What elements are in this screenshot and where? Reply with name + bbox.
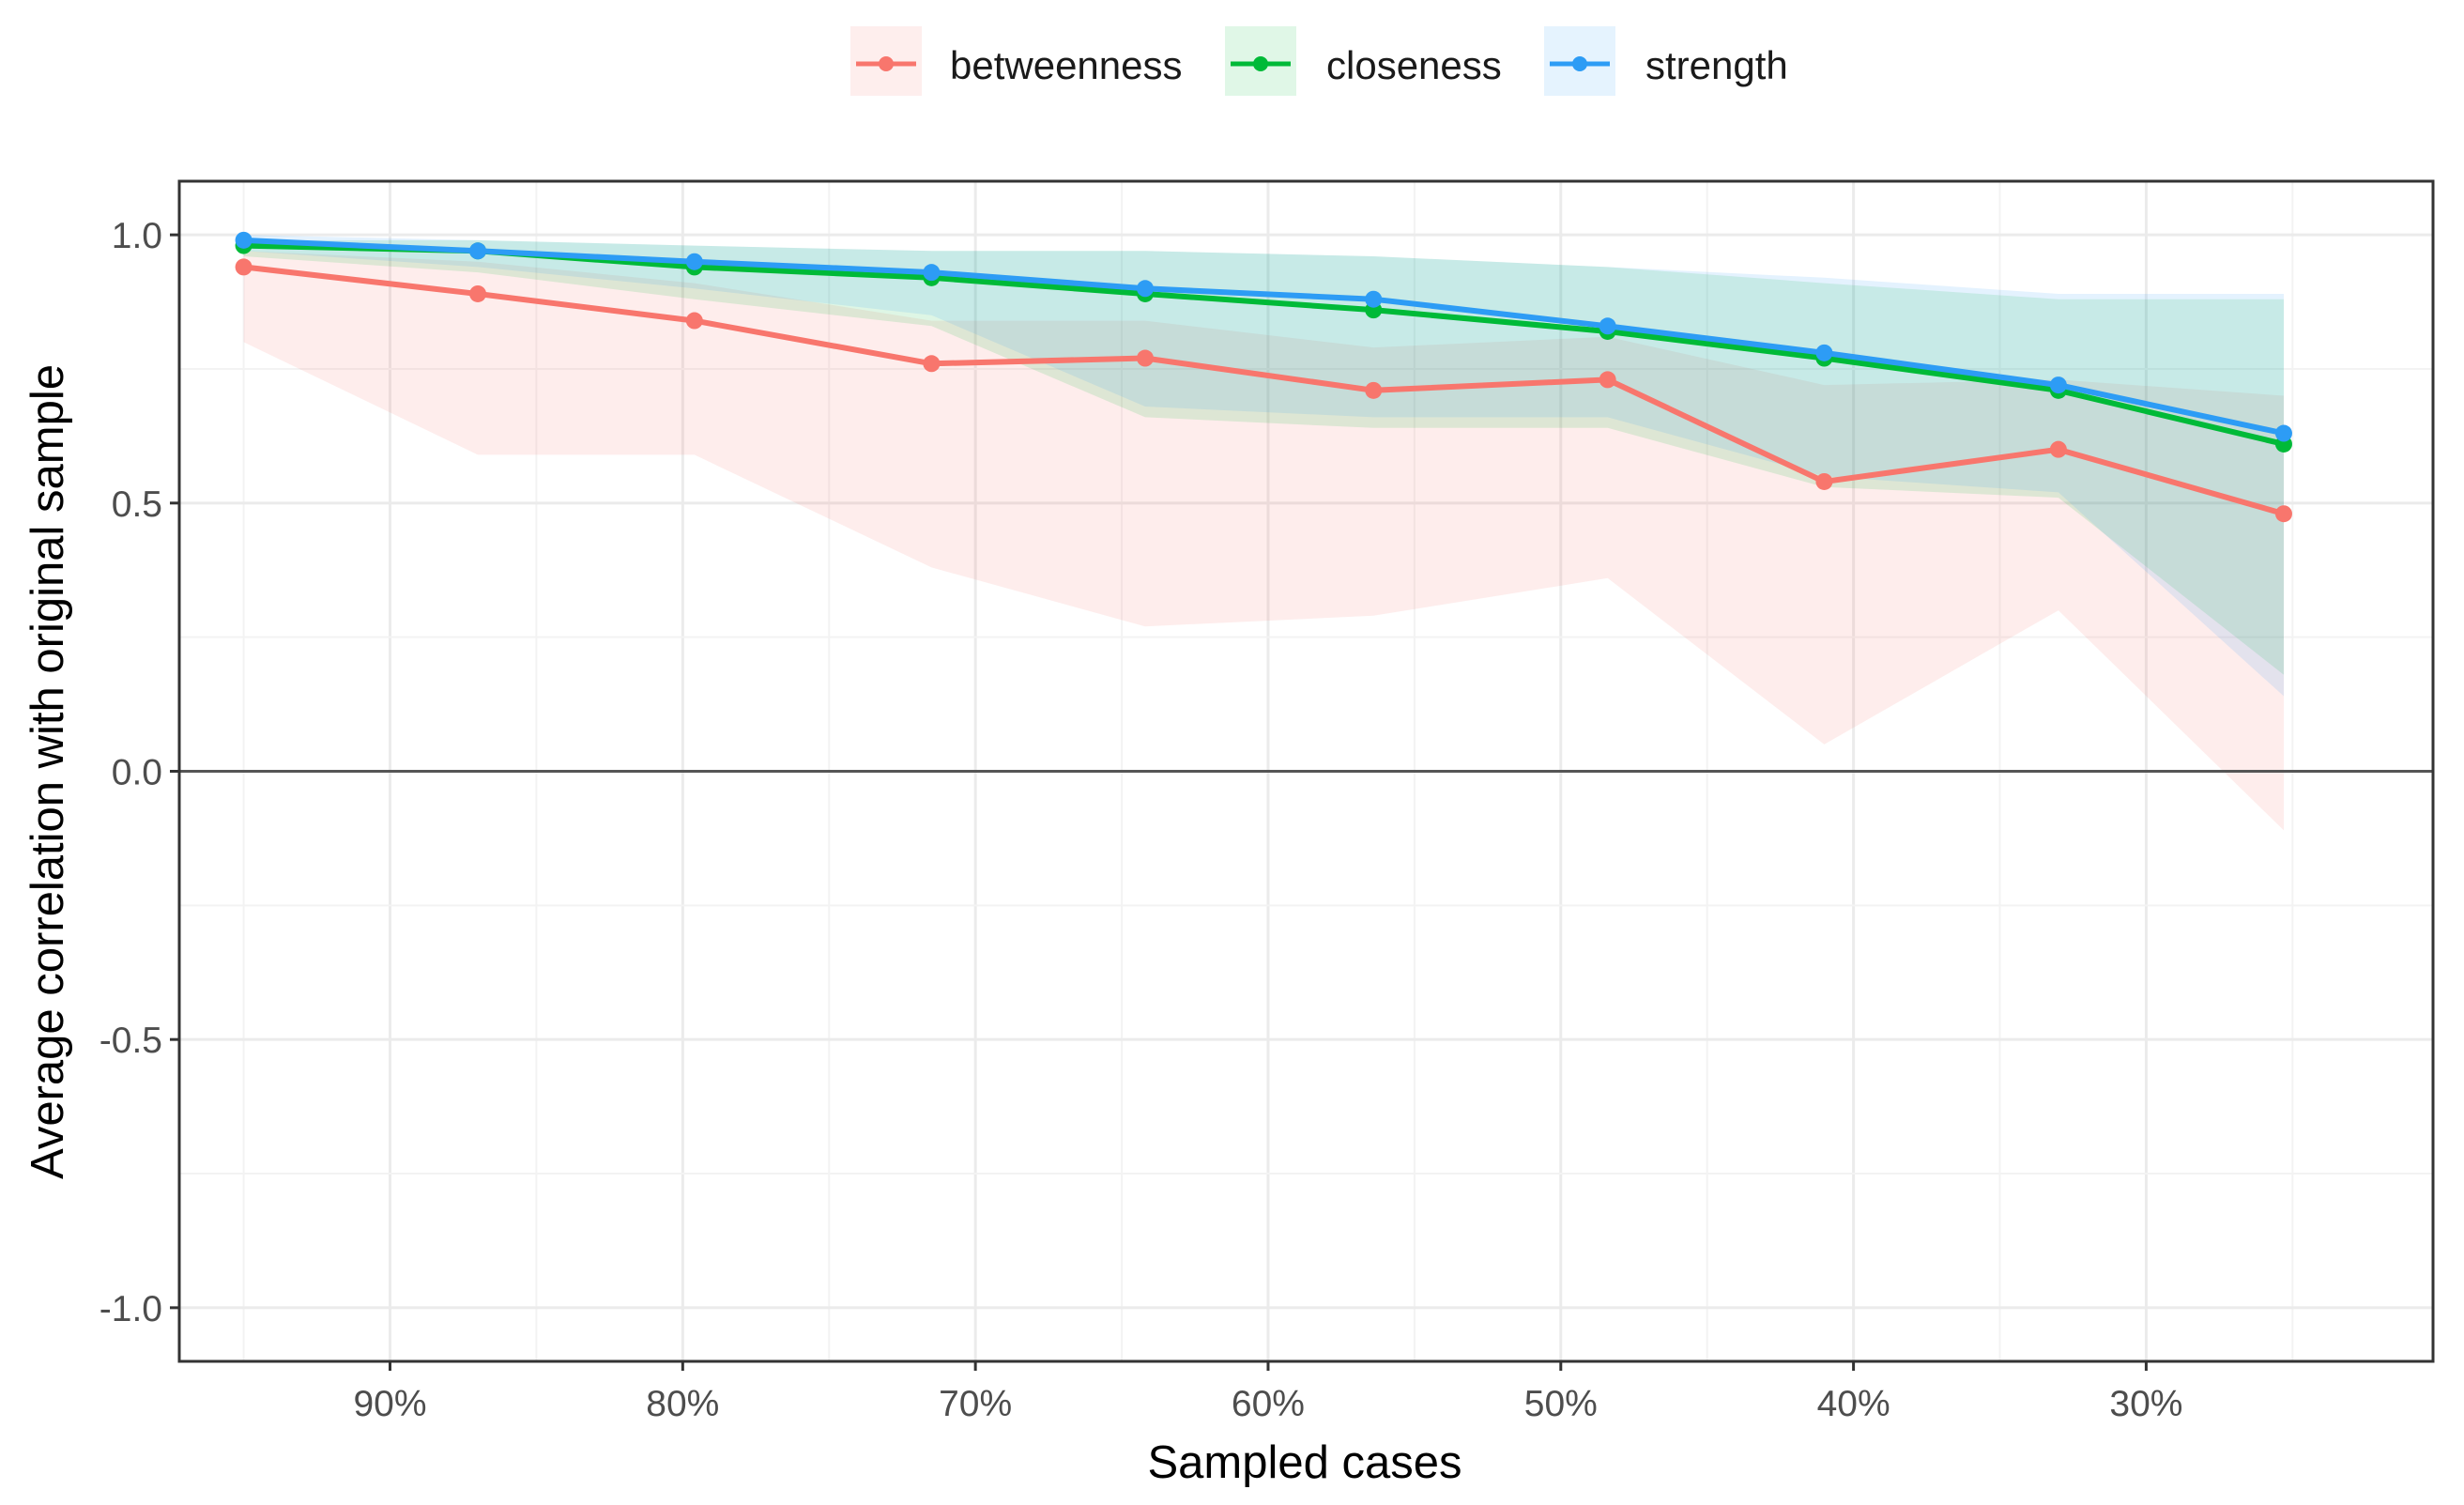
plot-area: 90% 80% 70% 60% 50% 40% 30% 1.0 0.5 0.0 -0.5 -1.0 — [99, 179, 2435, 1424]
legend-key-strength-point — [1572, 56, 1587, 71]
y-tick-label: -1.0 — [99, 1289, 162, 1329]
data-point-strength — [923, 264, 941, 282]
data-point-betweenness — [235, 258, 253, 276]
x-tick-label: 50% — [1524, 1384, 1598, 1424]
x-axis-title: Sampled cases — [1147, 1437, 1462, 1488]
data-point-strength — [469, 242, 487, 260]
data-point-strength — [1599, 317, 1616, 335]
series-line-betweenness — [243, 264, 2285, 517]
data-point-strength — [2274, 424, 2292, 442]
x-tick-label: 90% — [353, 1384, 426, 1424]
legend-label-betweenness: betweenness — [950, 43, 1183, 87]
x-tick-label: 70% — [939, 1384, 1012, 1424]
data-point-strength — [1137, 280, 1154, 298]
x-tick-label: 60% — [1232, 1384, 1305, 1424]
data-point-betweenness — [1599, 371, 1616, 389]
ribbon-betweenness — [243, 251, 2284, 831]
data-point-betweenness — [2274, 505, 2292, 523]
x-tick-label: 30% — [2109, 1384, 2182, 1424]
legend-item-strength: strength — [1544, 26, 1788, 96]
legend-item-betweenness: betweenness — [850, 26, 1183, 96]
series-strength — [235, 231, 2292, 442]
data-point-betweenness — [685, 312, 703, 330]
y-tick-label: 1.0 — [112, 216, 162, 256]
data-point-betweenness — [923, 355, 941, 373]
legend-label-strength: strength — [1645, 43, 1788, 87]
y-tick-label: 0.5 — [112, 484, 162, 525]
data-point-betweenness — [1815, 472, 1833, 490]
legend-item-closeness: closeness — [1225, 26, 1502, 96]
data-point-strength — [1815, 344, 1833, 361]
y-tick-label: 0.0 — [112, 753, 162, 793]
series-line-strength — [243, 237, 2285, 437]
data-point-betweenness — [2049, 440, 2067, 458]
y-tick-label: -0.5 — [99, 1021, 162, 1061]
data-point-strength — [1365, 290, 1383, 308]
data-point-betweenness — [1137, 349, 1154, 367]
series-betweenness — [235, 258, 2292, 523]
y-axis-title: Average correlation with original sample — [23, 364, 73, 1179]
data-point-strength — [2049, 376, 2067, 394]
legend-label-closeness: closeness — [1326, 43, 1502, 87]
legend: betweenness closeness strength — [850, 26, 1788, 96]
legend-key-closeness-point — [1253, 56, 1268, 71]
legend-key-betweenness-point — [879, 56, 894, 71]
axes: 90% 80% 70% 60% 50% 40% 30% 1.0 0.5 0.0 -0.5 -1.0 — [99, 216, 2183, 1424]
data-point-betweenness — [469, 284, 487, 302]
data-point-betweenness — [1365, 381, 1383, 399]
x-tick-label: 40% — [1817, 1384, 1890, 1424]
x-tick-label: 80% — [646, 1384, 719, 1424]
data-point-strength — [685, 253, 703, 270]
data-point-strength — [235, 231, 253, 249]
